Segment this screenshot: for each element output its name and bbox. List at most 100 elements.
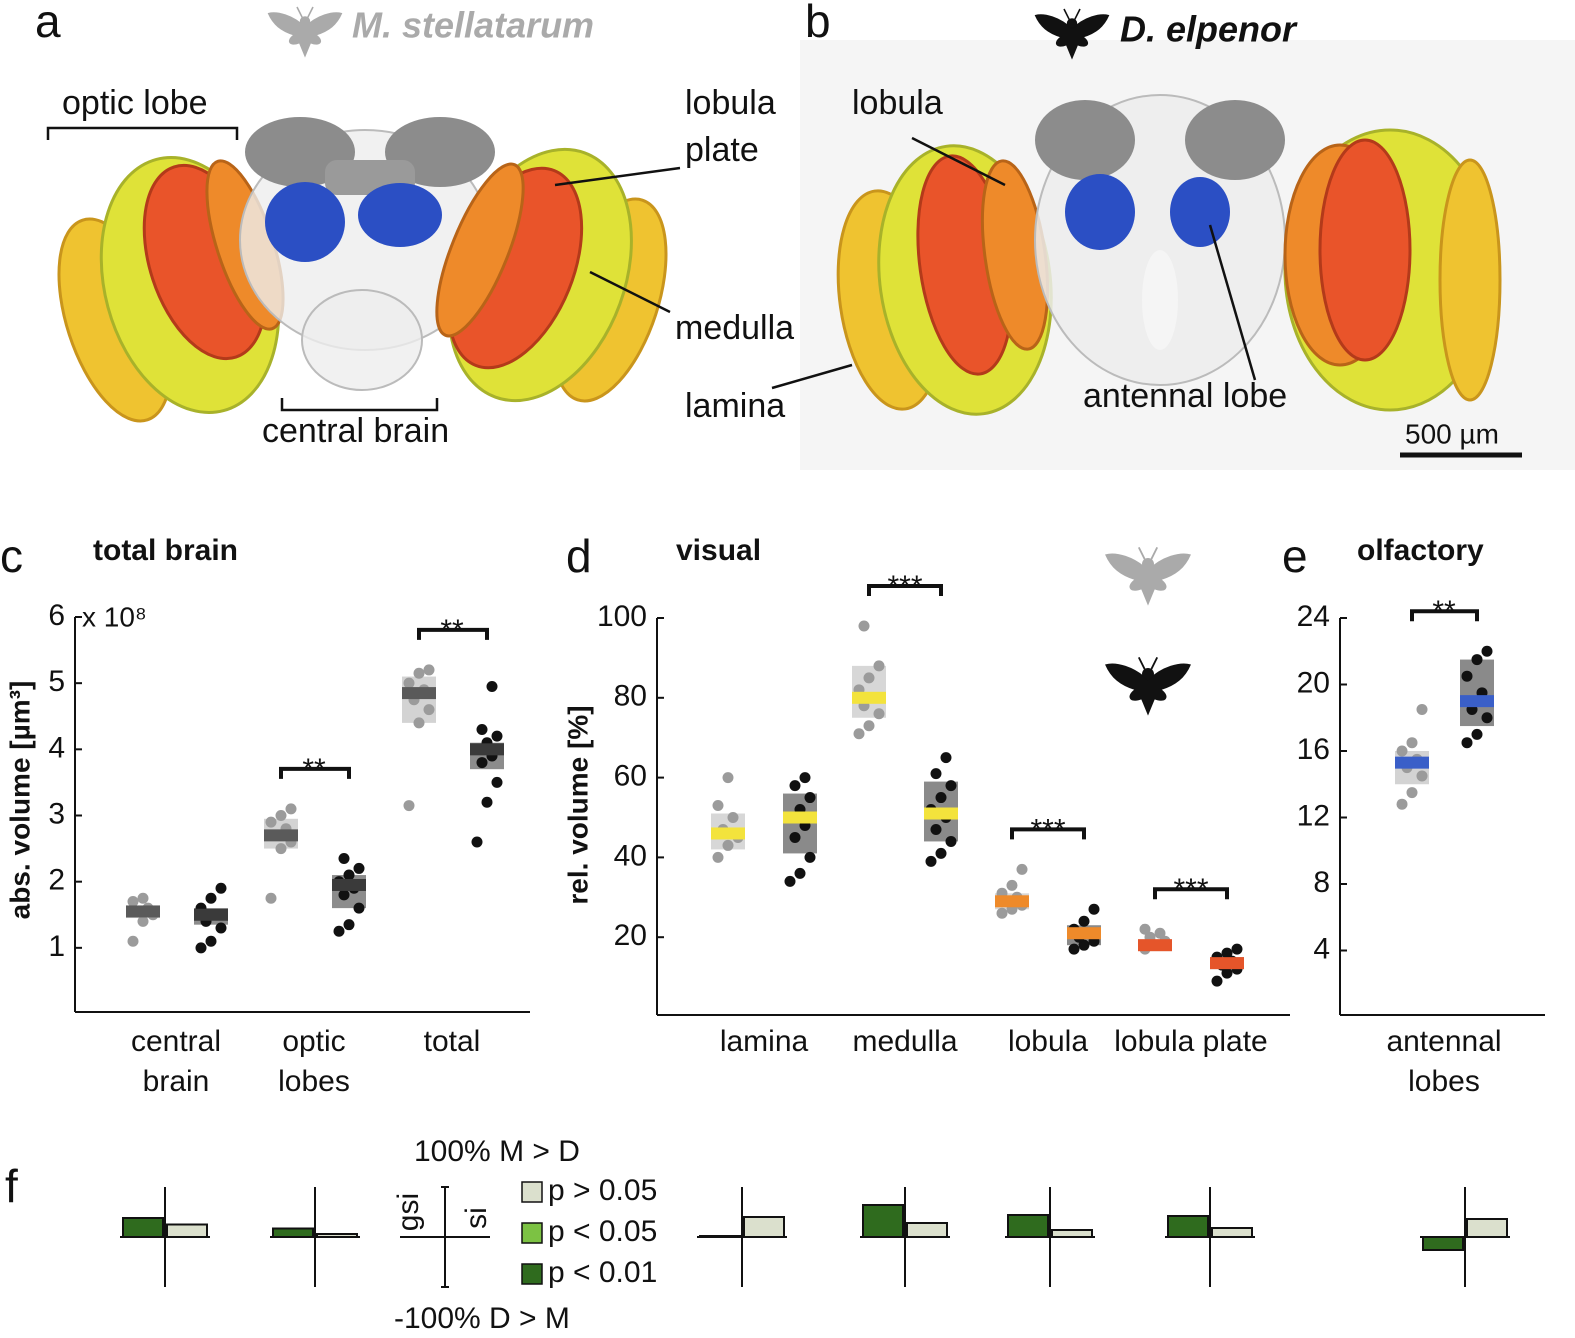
data-point <box>127 935 139 947</box>
data-point <box>863 720 875 732</box>
median <box>470 743 504 756</box>
median <box>332 878 366 891</box>
y-tick-label: 3 <box>48 797 65 830</box>
data-point <box>789 780 801 792</box>
data-point <box>1471 654 1483 666</box>
structure-label: lobula <box>685 84 776 122</box>
structure-label: medulla <box>675 309 794 347</box>
x-tick-label: total <box>423 1025 481 1058</box>
data-point <box>853 728 865 740</box>
x-tick-label: lobula plate <box>1114 1025 1268 1058</box>
y-tick-label: 6 <box>48 599 65 632</box>
y-tick-label: 80 <box>614 680 647 713</box>
median <box>1460 695 1494 708</box>
y-tick-label: 1 <box>48 930 65 963</box>
data-point <box>1231 943 1243 955</box>
data-point <box>413 717 425 729</box>
data-point <box>265 892 277 904</box>
significance-bracket <box>867 583 943 596</box>
data-point <box>353 902 365 914</box>
data-point <box>471 836 483 848</box>
data-point <box>137 892 149 904</box>
data-point <box>1088 903 1100 915</box>
data-point <box>1416 703 1428 715</box>
data-point <box>945 780 957 792</box>
median <box>1210 957 1244 970</box>
median <box>995 895 1029 908</box>
data-point <box>1078 939 1090 951</box>
index-bar <box>272 1227 314 1238</box>
median <box>711 827 745 840</box>
x-tick-label: antennal lobes <box>1386 1025 1502 1098</box>
y-axis-label: abs. volume [µm³] <box>4 681 35 920</box>
data-point <box>403 800 415 812</box>
median <box>194 908 228 921</box>
legend-label: p < 0.05 <box>548 1215 657 1248</box>
y-tick-label: 2 <box>48 864 65 897</box>
data-point <box>205 935 217 947</box>
index-bar <box>743 1216 785 1238</box>
significance-bracket <box>279 766 351 779</box>
significance-label: *** <box>1030 813 1065 846</box>
data-point <box>930 768 942 780</box>
moth-icon <box>1104 546 1192 606</box>
data-point <box>873 708 885 720</box>
data-point <box>873 660 885 672</box>
data-point <box>945 835 957 847</box>
y-tick-label: 100 <box>597 600 647 633</box>
y-tick-label: 4 <box>1313 932 1330 965</box>
data-point <box>1016 863 1028 875</box>
data-point <box>343 869 355 881</box>
data-point <box>1406 787 1418 799</box>
y-tick-label: 20 <box>1297 666 1330 699</box>
data-point <box>1416 770 1428 782</box>
data-point <box>712 851 724 863</box>
scale-bar-label: 500 µm <box>1405 418 1499 449</box>
significance-bracket <box>1410 609 1479 622</box>
data-point <box>215 922 227 934</box>
median <box>126 905 160 918</box>
data-point <box>804 851 816 863</box>
data-point <box>403 677 415 689</box>
structure-label: plate <box>685 131 759 169</box>
data-point <box>1068 943 1080 955</box>
x-tick-label: lobula <box>1007 1025 1089 1058</box>
index-tick-label: -100% D > M <box>394 1302 570 1335</box>
panel-title: total brain <box>93 534 238 567</box>
data-point <box>1481 645 1493 657</box>
structure-label: antennal lobe <box>1083 377 1287 415</box>
median <box>852 691 886 704</box>
structure-label: lamina <box>685 387 785 425</box>
index-bar <box>1466 1218 1508 1238</box>
y-tick-label: 4 <box>48 731 65 764</box>
panel-letter: c <box>0 530 23 582</box>
species-label: D. elpenor <box>1120 9 1298 50</box>
data-point <box>1396 798 1408 810</box>
data-point <box>195 942 207 954</box>
significance-label: *** <box>887 570 922 603</box>
data-point <box>1396 745 1408 757</box>
data-point <box>127 896 139 908</box>
moth-icon <box>267 6 343 58</box>
index-tick-label: 100% M > D <box>414 1135 580 1168</box>
y-tick-label: 5 <box>48 665 65 698</box>
data-point <box>996 907 1008 919</box>
data-point <box>1461 737 1473 749</box>
bar-label: gsi <box>392 1193 425 1231</box>
data-point <box>275 843 287 855</box>
data-point <box>1481 712 1493 724</box>
index-bar <box>122 1217 164 1238</box>
index-bar <box>166 1223 208 1238</box>
data-point <box>486 680 498 692</box>
data-point <box>794 867 806 879</box>
data-point <box>1139 923 1151 935</box>
data-point <box>353 862 365 874</box>
data-point <box>476 757 488 769</box>
y-axis-label: rel. volume [%] <box>562 705 593 904</box>
significance-bracket <box>1010 827 1086 840</box>
legend-swatch <box>521 1263 543 1285</box>
data-point <box>338 853 350 865</box>
data-point <box>722 839 734 851</box>
